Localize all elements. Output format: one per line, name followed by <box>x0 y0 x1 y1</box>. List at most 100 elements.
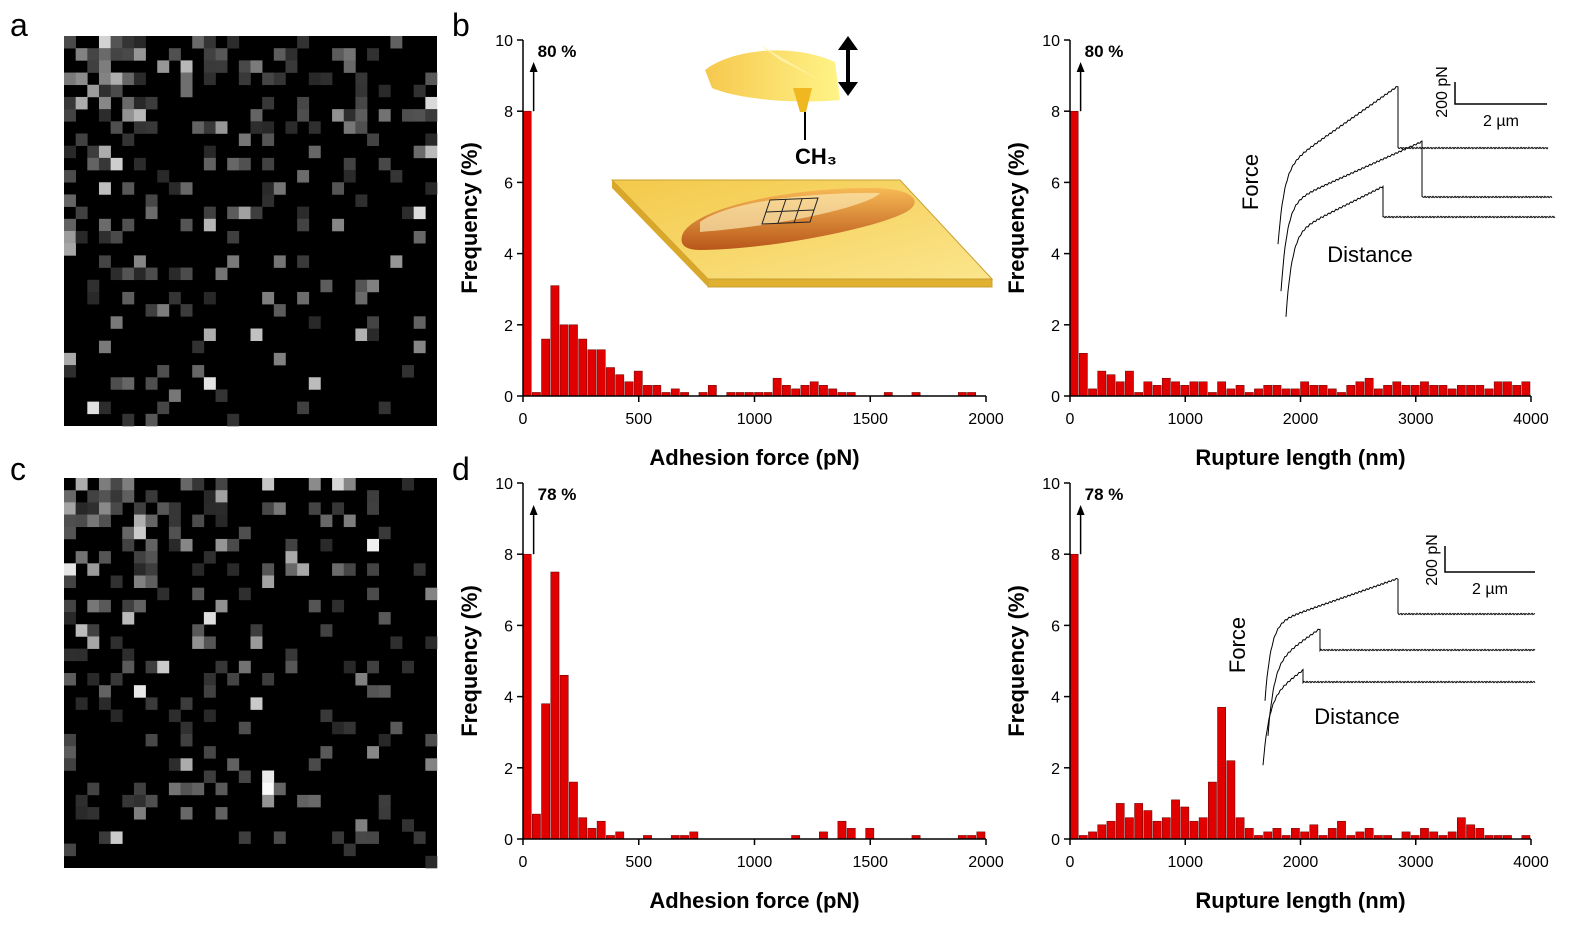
map-cell <box>87 502 100 515</box>
bar <box>1346 385 1356 397</box>
bar <box>1088 831 1097 840</box>
y-tick-label: 4 <box>504 690 513 707</box>
map-cell <box>250 697 263 710</box>
bar <box>1198 381 1208 397</box>
map-cell <box>332 831 345 844</box>
map-cell <box>180 267 193 281</box>
map-cell <box>215 514 228 528</box>
annotation: 80 % <box>1085 42 1124 61</box>
bar <box>1309 385 1319 397</box>
map-cell <box>343 843 356 857</box>
map-cell <box>133 575 146 588</box>
map-cell <box>250 624 263 637</box>
x-tick-label: 1500 <box>852 854 888 871</box>
bar <box>1318 385 1328 397</box>
map-cell <box>332 721 345 735</box>
bar <box>569 324 578 397</box>
y-tick-label: 10 <box>1042 476 1060 493</box>
map-cell <box>180 60 193 73</box>
bar <box>1401 385 1411 397</box>
map-cell <box>133 685 146 698</box>
map-cell <box>238 587 251 601</box>
map-cell <box>273 352 286 366</box>
map-cell <box>367 133 380 146</box>
bar <box>1143 810 1153 840</box>
map-cell <box>64 599 76 613</box>
map-cell <box>64 194 76 207</box>
map-cell <box>110 48 123 61</box>
bar <box>541 338 551 397</box>
scale-label: 200 pN <box>1424 534 1441 586</box>
x-tick-label: 4000 <box>1513 854 1549 871</box>
map-cell <box>215 60 228 73</box>
bar <box>782 385 791 397</box>
map-cell <box>425 855 438 869</box>
map-cell <box>378 807 391 820</box>
map-cell <box>215 782 228 796</box>
cartoon-label: CH₃ <box>795 144 837 169</box>
bar <box>559 324 569 397</box>
map-cell <box>145 194 158 207</box>
map-cell <box>355 328 368 341</box>
bar <box>1300 381 1309 397</box>
map-cell <box>355 291 368 305</box>
map-cell <box>192 36 205 49</box>
map-cell <box>355 673 368 686</box>
bar <box>578 338 588 397</box>
map-cell <box>273 255 286 268</box>
map-cell <box>98 340 111 354</box>
map-cell <box>238 72 251 86</box>
bar <box>1226 388 1236 397</box>
map-cell <box>355 194 368 207</box>
map-cell <box>332 478 345 491</box>
map-cell <box>215 267 228 281</box>
map-cell <box>227 538 240 552</box>
bar <box>1125 370 1134 397</box>
map-cell <box>227 231 240 244</box>
map-cell <box>203 218 216 232</box>
map-cell <box>133 807 146 820</box>
bar <box>1152 820 1162 840</box>
map-cell <box>413 316 426 329</box>
map-cell <box>215 502 228 515</box>
map-cell <box>87 291 100 305</box>
map-cell <box>425 96 438 110</box>
bar <box>1143 381 1153 397</box>
map-cell <box>145 660 158 674</box>
bar <box>1272 385 1282 397</box>
map-cell <box>133 502 146 515</box>
map-cell <box>98 685 111 698</box>
map-cell <box>343 48 356 61</box>
bar <box>1503 381 1512 397</box>
map-cell <box>273 304 286 317</box>
map-cell <box>168 502 181 515</box>
adhesion-map <box>64 478 438 869</box>
map-cell <box>227 758 240 771</box>
map-cell <box>110 502 123 515</box>
x-axis-title: Adhesion force (pN) <box>649 888 859 913</box>
map-cell <box>75 133 88 146</box>
map-cell <box>87 563 100 576</box>
map-cell <box>203 328 216 341</box>
map-cell <box>133 36 146 49</box>
map-cell <box>64 758 76 771</box>
bar <box>1466 385 1475 397</box>
map-cell <box>192 121 205 134</box>
map-cell <box>157 170 170 183</box>
map-cell <box>122 218 135 232</box>
bar <box>587 828 597 840</box>
map-cell <box>367 316 380 329</box>
map-cell <box>145 121 158 134</box>
map-cell <box>378 84 391 98</box>
map-cell <box>378 685 391 698</box>
map-cell <box>297 255 310 268</box>
map-cell <box>75 794 88 808</box>
map-cell <box>75 514 88 528</box>
inset-label: Distance <box>1314 704 1400 729</box>
map-cell <box>157 502 170 515</box>
bar <box>522 110 532 397</box>
map-cell <box>110 831 123 844</box>
map-cell <box>180 478 193 491</box>
map-cell <box>98 96 111 110</box>
map-cell <box>343 170 356 183</box>
